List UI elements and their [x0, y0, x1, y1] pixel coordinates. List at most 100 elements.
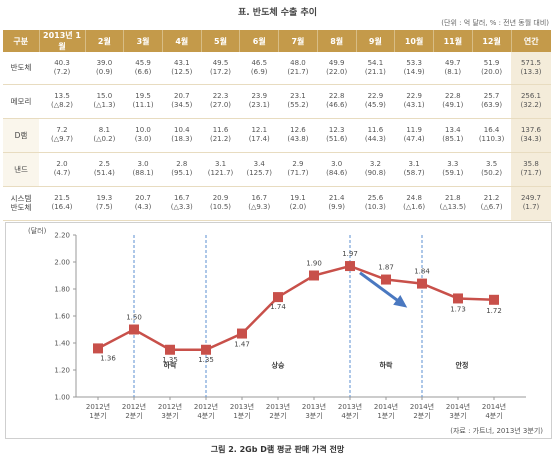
cell-value: 39.0	[96, 58, 113, 67]
cell-value: 20.9	[212, 194, 229, 202]
cell-value: 25.7	[483, 92, 500, 100]
data-label: 1.47	[234, 341, 250, 349]
cell-change: (21.7)	[287, 67, 309, 76]
cell-value: 3.4	[253, 160, 265, 168]
table-row: D램 7.2 (△9.7) 8.1 (△0.2) 10.0 (3.0) 10.4 (18.3) 1…	[3, 118, 551, 153]
x-tick-label: 2013년	[230, 402, 254, 411]
x-tick-label: 2014년	[482, 402, 506, 411]
table-cell: 10.0 (3.0)	[123, 118, 163, 153]
cell-change: (27.0)	[209, 101, 232, 109]
table-cell: 20.9 (10.5)	[201, 186, 240, 221]
table-cell: 46.5 (6.9)	[239, 52, 279, 85]
header-cell: 구분	[3, 30, 40, 52]
table-cell: 3.4 (125.7)	[239, 152, 279, 187]
data-label: 1.36	[100, 354, 116, 362]
cell-value: 35.8	[523, 160, 539, 168]
cell-change: (△1.3)	[93, 101, 116, 109]
table-cell: 3.1 (121.7)	[201, 152, 240, 187]
table-cell: 53.3 (14.9)	[394, 52, 434, 85]
cell-change: (△3.3)	[170, 203, 193, 211]
table-cell: 39.0 (0.9)	[85, 52, 124, 85]
x-tick-label: 3분기	[305, 411, 322, 420]
cell-change: (23.1)	[248, 101, 270, 109]
row-label-line: 시스템	[10, 194, 32, 203]
cell-value: 22.8	[328, 92, 345, 100]
cell-value: 46.5	[251, 58, 268, 67]
cell-change: (8.1)	[444, 67, 462, 76]
table-cell: 137.6 (34.3)	[511, 118, 551, 153]
table-cell: 22.8 (49.1)	[433, 84, 473, 119]
cell-change: (21.1)	[364, 67, 386, 76]
x-tick-label: 4분기	[197, 411, 214, 420]
table-cell: 2.0 (4.7)	[39, 152, 85, 187]
data-label: 1.97	[342, 250, 358, 258]
cell-change: (46.6)	[326, 101, 348, 109]
data-point	[345, 261, 355, 272]
table-cell: 21.4 (9.9)	[317, 186, 357, 221]
table-row: 메모리 13.5 (△8.2) 15.0 (△1.3) 19.5 (11.1) 20.7 (34…	[3, 84, 551, 119]
table-row: 반도체 40.3 (7.2) 39.0 (0.9) 45.9 (6.6) 43.1 (12.5)…	[3, 52, 551, 85]
cell-value: 571.5	[520, 58, 542, 67]
cell-change: (125.7)	[246, 169, 272, 177]
cell-value: 19.1	[290, 194, 306, 202]
cell-value: 15.0	[96, 92, 113, 100]
phase-label: 상승	[272, 360, 285, 369]
cell-value: 3.3	[447, 160, 459, 168]
data-label: 1.35	[198, 356, 214, 364]
data-label: 1.90	[306, 260, 322, 268]
cell-change: (51.6)	[326, 135, 348, 143]
cell-value: 12.6	[290, 126, 306, 134]
x-tick-label: 2012년	[122, 402, 146, 411]
cell-value: 12.3	[328, 126, 345, 134]
header-cell: 12월	[472, 30, 512, 52]
table-cell: 19.1 (2.0)	[278, 186, 318, 221]
cell-change: (22.0)	[326, 67, 348, 76]
cell-change: (7.2)	[53, 67, 71, 76]
cell-change: (34.3)	[520, 135, 542, 143]
table-cell: 49.7 (8.1)	[433, 52, 473, 85]
table-cell: 571.5 (13.3)	[511, 52, 551, 85]
phase-label: 하락	[164, 360, 177, 369]
cell-value: 256.1	[520, 92, 542, 100]
cell-change: (51.4)	[93, 169, 115, 177]
table-cell: 40.3 (7.2)	[39, 52, 85, 85]
cell-value: 19.5	[135, 92, 151, 100]
data-point	[489, 294, 499, 305]
table-cell: 13.4 (85.1)	[433, 118, 473, 153]
chart-source: (자료 : 가트너, 2013년 3분기)	[450, 427, 543, 435]
data-label: 1.73	[450, 305, 466, 313]
x-tick-label: 2분기	[125, 411, 142, 420]
table-cell: 7.2 (△9.7)	[39, 118, 85, 153]
table-cell: 3.2 (90.8)	[356, 152, 395, 187]
cell-value: 2.9	[292, 160, 304, 168]
cell-change: (32.2)	[520, 101, 542, 109]
cell-change: (63.9)	[481, 101, 503, 109]
table-cell: 23.9 (23.1)	[239, 84, 279, 119]
header-cell: 7월	[278, 30, 318, 52]
cell-value: 137.6	[520, 126, 542, 134]
cell-value: 11.6	[367, 126, 384, 134]
cell-value: 49.5	[212, 58, 229, 67]
table-cell: 25.6 (10.3)	[356, 186, 395, 221]
x-tick-label: 1분기	[377, 411, 394, 420]
table-header-row: 구분 2013년 1월 2월 3월 4월 5월 6월 7월 8월 9월 10월 …	[3, 30, 551, 52]
cell-change: (34.5)	[171, 101, 193, 109]
cell-value: 53.3	[406, 58, 422, 67]
cell-value: 11.6	[212, 126, 229, 134]
row-label: D램	[3, 118, 39, 153]
x-tick-label: 4분기	[341, 411, 358, 420]
cell-change: (△8.2)	[51, 101, 73, 109]
x-tick-label: 4분기	[485, 411, 502, 420]
table-cell: 35.8 (71.7)	[511, 152, 551, 187]
table-cell: 3.0 (84.6)	[317, 152, 357, 187]
cell-value: 2.5	[98, 160, 110, 168]
cell-value: 22.3	[212, 92, 229, 100]
data-point	[453, 293, 463, 304]
header-cell: 9월	[356, 30, 396, 52]
cell-change: (3.0)	[134, 135, 152, 143]
table-cell: 49.5 (17.2)	[201, 52, 240, 85]
table-row: 시스템 반도체 21.5 (16.4) 19.3 (7.5) 20.7 (4.3) 16.7 (△…	[3, 186, 551, 221]
table-cell: 21.5 (16.4)	[39, 186, 85, 221]
header-cell: 6월	[239, 30, 280, 52]
cell-value: 20.7	[174, 92, 190, 100]
